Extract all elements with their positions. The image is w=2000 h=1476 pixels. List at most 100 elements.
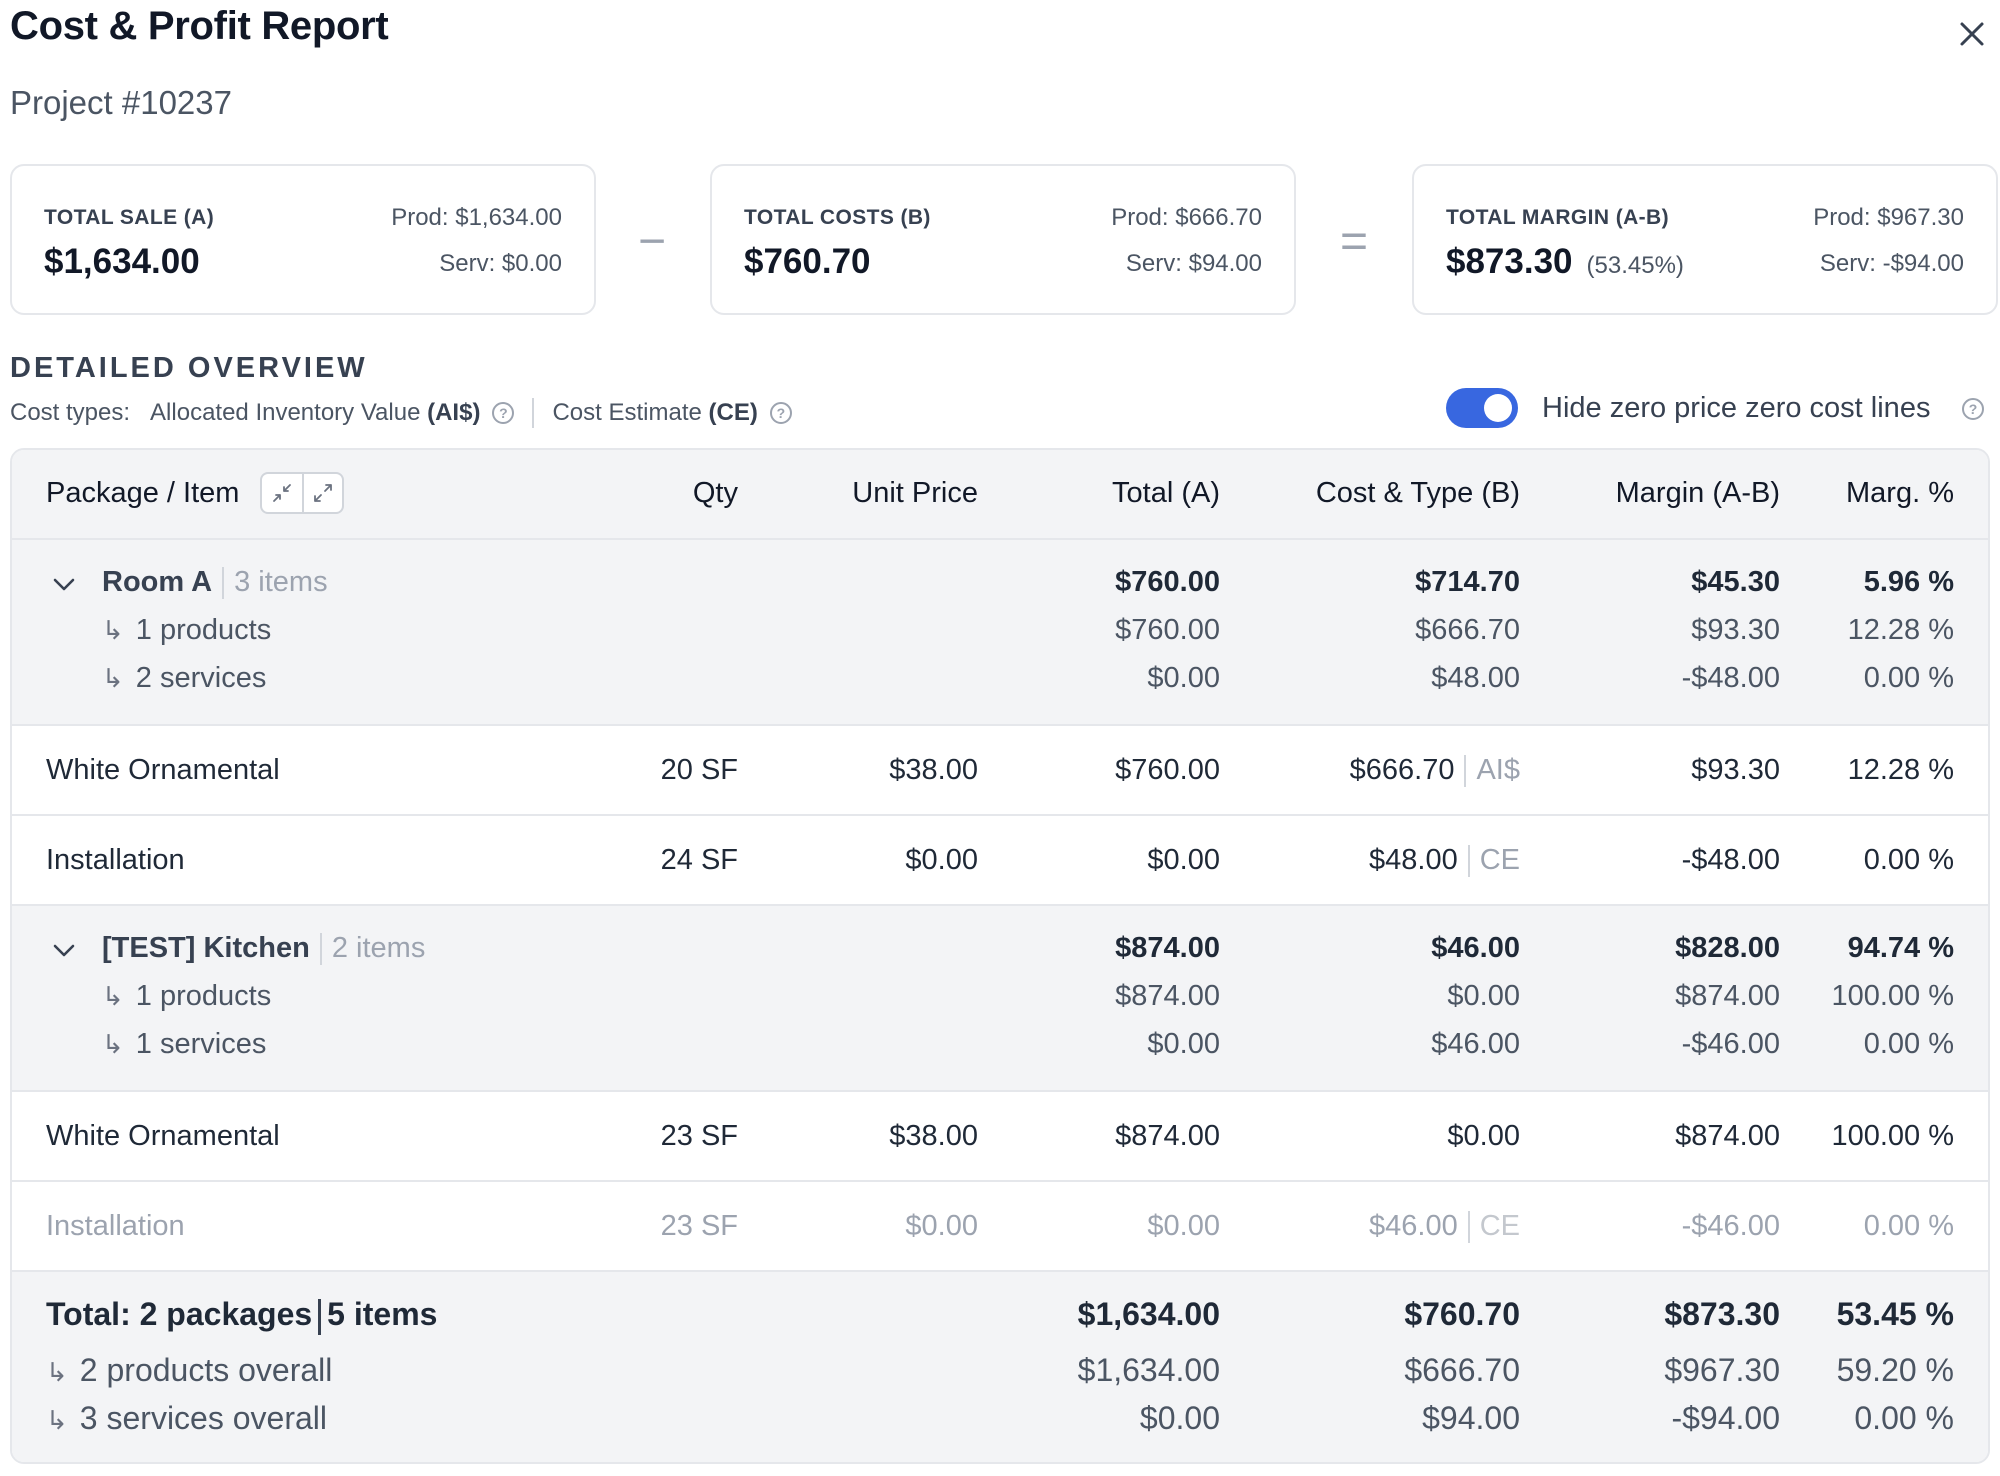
chevron-down-icon[interactable] xyxy=(50,936,78,964)
item-pct: 12.28 % xyxy=(1847,754,1954,786)
package-name: [TEST] Kitchen xyxy=(102,932,310,964)
item-pct: 100.00 % xyxy=(1831,1120,1954,1152)
item-total: $760.00 xyxy=(1115,754,1220,786)
item-pct: 0.00 % xyxy=(1863,1210,1954,1242)
project-number: Project #10237 xyxy=(10,84,232,121)
table-row[interactable]: Installation 24 SF $0.00 $0.00 $48.00 CE … xyxy=(12,814,1988,904)
expand-all-button[interactable] xyxy=(302,474,342,512)
collapse-icon xyxy=(273,484,291,502)
col-total: Total (A) xyxy=(1112,477,1220,509)
item-name: Installation xyxy=(46,844,185,876)
totals-label: Total: 2 packages 5 items xyxy=(46,1296,437,1335)
cost-type-tag: AI$ xyxy=(1476,754,1520,786)
col-margin: Margin (A-B) xyxy=(1615,477,1780,509)
table-row[interactable]: White Ornamental 23 SF $38.00 $874.00 $0… xyxy=(12,1090,1988,1180)
item-qty: 23 SF xyxy=(660,1210,738,1242)
item-name: White Ornamental xyxy=(46,754,280,786)
total-sale-serv: Serv: $0.00 xyxy=(439,250,562,277)
totals-products-pct: 59.20 % xyxy=(1836,1352,1954,1388)
package-row[interactable]: [TEST] Kitchen 2 items $874.00 $46.00 $82… xyxy=(12,904,1988,1090)
expand-collapse-controls xyxy=(260,472,344,514)
item-cost: $46.00 CE xyxy=(1369,1210,1520,1244)
help-icon[interactable]: ? xyxy=(769,402,792,424)
products-pct: 100.00 % xyxy=(1831,980,1954,1012)
package-title: [TEST] Kitchen 2 items xyxy=(102,932,426,966)
collapse-all-button[interactable] xyxy=(262,474,302,512)
total-margin-value: $873.30 xyxy=(1446,242,1573,281)
total-sale-prod: Prod: $1,634.00 xyxy=(391,204,562,231)
services-margin: -$46.00 xyxy=(1681,1028,1780,1060)
cost-type-ai-code: (AI$) xyxy=(427,399,481,426)
cost-type-ce-code: (CE) xyxy=(708,399,758,426)
products-cost: $666.70 xyxy=(1415,614,1520,646)
products-total: $760.00 xyxy=(1115,614,1220,646)
detailed-overview-heading: DETAILED OVERVIEW xyxy=(10,352,368,384)
products-total: $874.00 xyxy=(1115,980,1220,1012)
hide-zero-lines-label[interactable]: Hide zero price zero cost lines xyxy=(1542,392,1931,424)
total-margin-prod: Prod: $967.30 xyxy=(1813,204,1964,231)
close-button[interactable] xyxy=(1952,14,1992,54)
totals-services-pct: 0.00 % xyxy=(1854,1400,1954,1436)
products-margin: $874.00 xyxy=(1675,980,1780,1012)
total-sale-label: TOTAL SALE (A) xyxy=(44,206,215,229)
item-total: $0.00 xyxy=(1147,844,1220,876)
totals-margin: $873.30 xyxy=(1664,1296,1780,1332)
cost-type-tag: CE xyxy=(1479,844,1520,876)
total-margin-value-wrap: $873.30 (53.45%) xyxy=(1446,242,1684,282)
package-total: $874.00 xyxy=(1115,932,1220,964)
totals-services-cost: $94.00 xyxy=(1422,1400,1520,1436)
package-pct: 94.74 % xyxy=(1847,932,1954,964)
total-costs-card: TOTAL COSTS (B) $760.70 Prod: $666.70 Se… xyxy=(710,164,1296,315)
cost-type-ai-name: Allocated Inventory Value xyxy=(150,399,421,426)
cost-type-tag: CE xyxy=(1479,1210,1520,1242)
table-row[interactable]: Installation 23 SF $0.00 $0.00 $46.00 CE … xyxy=(12,1180,1988,1270)
package-cost: $46.00 xyxy=(1431,932,1520,964)
equals-operator: = xyxy=(1340,215,1369,268)
page-title: Cost & Profit Report xyxy=(10,4,389,48)
cost-type-ce-name: Cost Estimate xyxy=(552,399,702,426)
help-icon[interactable]: ? xyxy=(1962,398,1984,420)
hide-zero-lines-toggle[interactable] xyxy=(1446,388,1518,428)
package-name: Room A xyxy=(102,566,213,598)
totals-products-cost: $666.70 xyxy=(1404,1352,1520,1388)
item-qty: 23 SF xyxy=(660,1120,738,1152)
services-cost: $46.00 xyxy=(1431,1028,1520,1060)
total-costs-prod: Prod: $666.70 xyxy=(1111,204,1262,231)
total-sale-card: TOTAL SALE (A) $1,634.00 Prod: $1,634.00… xyxy=(10,164,596,315)
totals-products-label: ↳ 2 products overall xyxy=(46,1352,333,1388)
help-icon[interactable]: ? xyxy=(492,402,515,424)
subitem-arrow-icon: ↳ xyxy=(102,1029,124,1059)
services-pct: 0.00 % xyxy=(1863,1028,1954,1060)
item-margin: -$48.00 xyxy=(1681,844,1780,876)
total-costs-value: $760.70 xyxy=(744,242,871,281)
totals-services-total: $0.00 xyxy=(1139,1400,1220,1436)
cost-types-legend: Cost types: Allocated Inventory Value (A… xyxy=(10,398,792,428)
item-margin: $874.00 xyxy=(1675,1120,1780,1152)
package-row[interactable]: Room A 3 items $760.00 $714.70 $45.30 5.9… xyxy=(12,538,1988,724)
item-total: $0.00 xyxy=(1147,1210,1220,1242)
col-item: Package / Item xyxy=(46,477,240,509)
services-total: $0.00 xyxy=(1147,1028,1220,1060)
item-margin: -$46.00 xyxy=(1681,1210,1780,1242)
table-header-row: Package / Item Qty Unit Price Total (A) … xyxy=(12,450,1988,538)
col-qty: Qty xyxy=(692,477,738,509)
package-products-label: ↳ 1 products xyxy=(102,980,272,1012)
expand-icon xyxy=(314,484,332,502)
toggle-knob xyxy=(1484,394,1512,422)
totals-row: Total: 2 packages 5 items $1,634.00 $760.… xyxy=(12,1270,1988,1462)
services-margin: -$48.00 xyxy=(1681,662,1780,694)
package-count: 2 items xyxy=(331,932,426,964)
table-row[interactable]: White Ornamental 20 SF $38.00 $760.00 $6… xyxy=(12,724,1988,814)
totals-pct: 53.45 % xyxy=(1836,1296,1954,1332)
item-cost: $666.70 AI$ xyxy=(1349,754,1520,788)
divider xyxy=(532,398,535,428)
total-sale-value: $1,634.00 xyxy=(44,242,200,281)
products-cost: $0.00 xyxy=(1447,980,1520,1012)
package-services-label: ↳ 1 services xyxy=(102,1028,267,1060)
package-margin: $828.00 xyxy=(1675,932,1780,964)
totals-services-margin: -$94.00 xyxy=(1671,1400,1780,1436)
item-unit-price: $0.00 xyxy=(905,1210,978,1242)
subitem-arrow-icon: ↳ xyxy=(102,981,124,1011)
chevron-down-icon[interactable] xyxy=(50,570,78,598)
col-cost-type: Cost & Type (B) xyxy=(1315,477,1520,509)
